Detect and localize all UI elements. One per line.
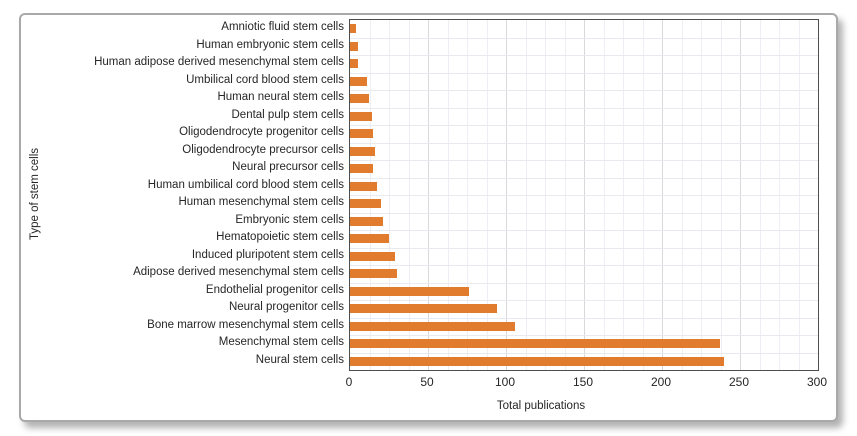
row-gridline — [350, 72, 818, 74]
row-gridline — [350, 212, 818, 214]
bar — [350, 321, 516, 331]
x-tick-label: 100 — [494, 375, 516, 389]
bar — [350, 129, 374, 139]
x-tick-label: 150 — [572, 375, 594, 389]
x-tick-label: 300 — [806, 375, 828, 389]
row-gridline — [350, 37, 818, 39]
category-label: Human embryonic stem cells — [196, 38, 344, 51]
row-gridline — [350, 230, 818, 231]
x-tick-label: 0 — [345, 375, 353, 389]
category-label: Neural progenitor cells — [228, 301, 344, 313]
row-gridline — [350, 55, 818, 56]
row-gridline — [350, 160, 818, 161]
row-gridline — [350, 265, 818, 266]
category-label: Embryonic stem cells — [235, 213, 344, 226]
row-gridline — [350, 282, 818, 284]
category-label: Human umbilical cord blood stem cells — [147, 178, 344, 191]
row-gridline — [350, 247, 818, 249]
category-label: Endothelial progenitor cells — [205, 283, 344, 296]
row-gridline — [350, 177, 818, 179]
category-label: Human mesenchymal stem cells — [178, 196, 344, 208]
row-gridline — [350, 352, 818, 354]
bar — [350, 76, 368, 86]
x-axis-title: Total publications — [496, 400, 586, 412]
bar — [350, 59, 358, 69]
row-gridline — [350, 335, 818, 336]
category-label: Bone marrow mesenchymal stem cells — [147, 318, 344, 331]
row-gridline — [350, 195, 818, 196]
category-label: Adipose derived mesenchymal stem cells — [133, 266, 344, 278]
bar — [350, 24, 357, 34]
row-gridline — [350, 90, 818, 91]
bar — [350, 181, 377, 191]
category-label: Dental pulp stem cells — [231, 108, 345, 121]
bar — [350, 164, 374, 174]
figure-border: Type of stem cells Amniotic fluid stem c… — [19, 13, 838, 422]
row-gridline — [350, 125, 818, 126]
bar — [350, 41, 358, 51]
category-label: Induced pluripotent stem cells — [191, 248, 344, 261]
category-label: Umbilical cord blood stem cells — [186, 73, 344, 86]
plot-area — [349, 19, 819, 371]
bar — [350, 304, 497, 314]
bar — [350, 286, 469, 296]
category-label: Amniotic fluid stem cells — [221, 21, 344, 33]
bar — [350, 111, 372, 121]
category-label: Oligodendrocyte precursor cells — [182, 143, 344, 156]
bar — [350, 339, 720, 349]
x-tick-label: 200 — [650, 375, 672, 389]
category-label: Mesenchymal stem cells — [218, 336, 344, 348]
bar — [350, 234, 389, 244]
bar — [350, 146, 375, 156]
row-gridline — [350, 107, 818, 109]
category-label: Human adipose derived mesenchymal stem c… — [94, 56, 344, 68]
x-tick-label: 250 — [728, 375, 750, 389]
category-label: Oligodendrocyte progenitor cells — [179, 126, 344, 138]
bar — [350, 269, 397, 279]
row-gridline — [350, 317, 818, 319]
bar — [350, 216, 383, 226]
row-gridline — [350, 142, 818, 144]
category-label: Neural precursor cells — [232, 161, 344, 173]
bar — [350, 94, 369, 104]
bar — [350, 356, 725, 366]
category-label: Human neural stem cells — [217, 91, 344, 103]
bar — [350, 199, 382, 209]
category-label: Neural stem cells — [255, 353, 344, 366]
x-tick-label: 50 — [420, 375, 434, 389]
bar — [350, 251, 396, 261]
category-label: Hematopoietic stem cells — [216, 231, 344, 243]
row-gridline — [350, 300, 818, 301]
x-axis-ticks: 0 50 100 150 200 250 300 — [345, 375, 827, 391]
category-labels: Amniotic fluid stem cells Human embryonic… — [23, 19, 344, 369]
